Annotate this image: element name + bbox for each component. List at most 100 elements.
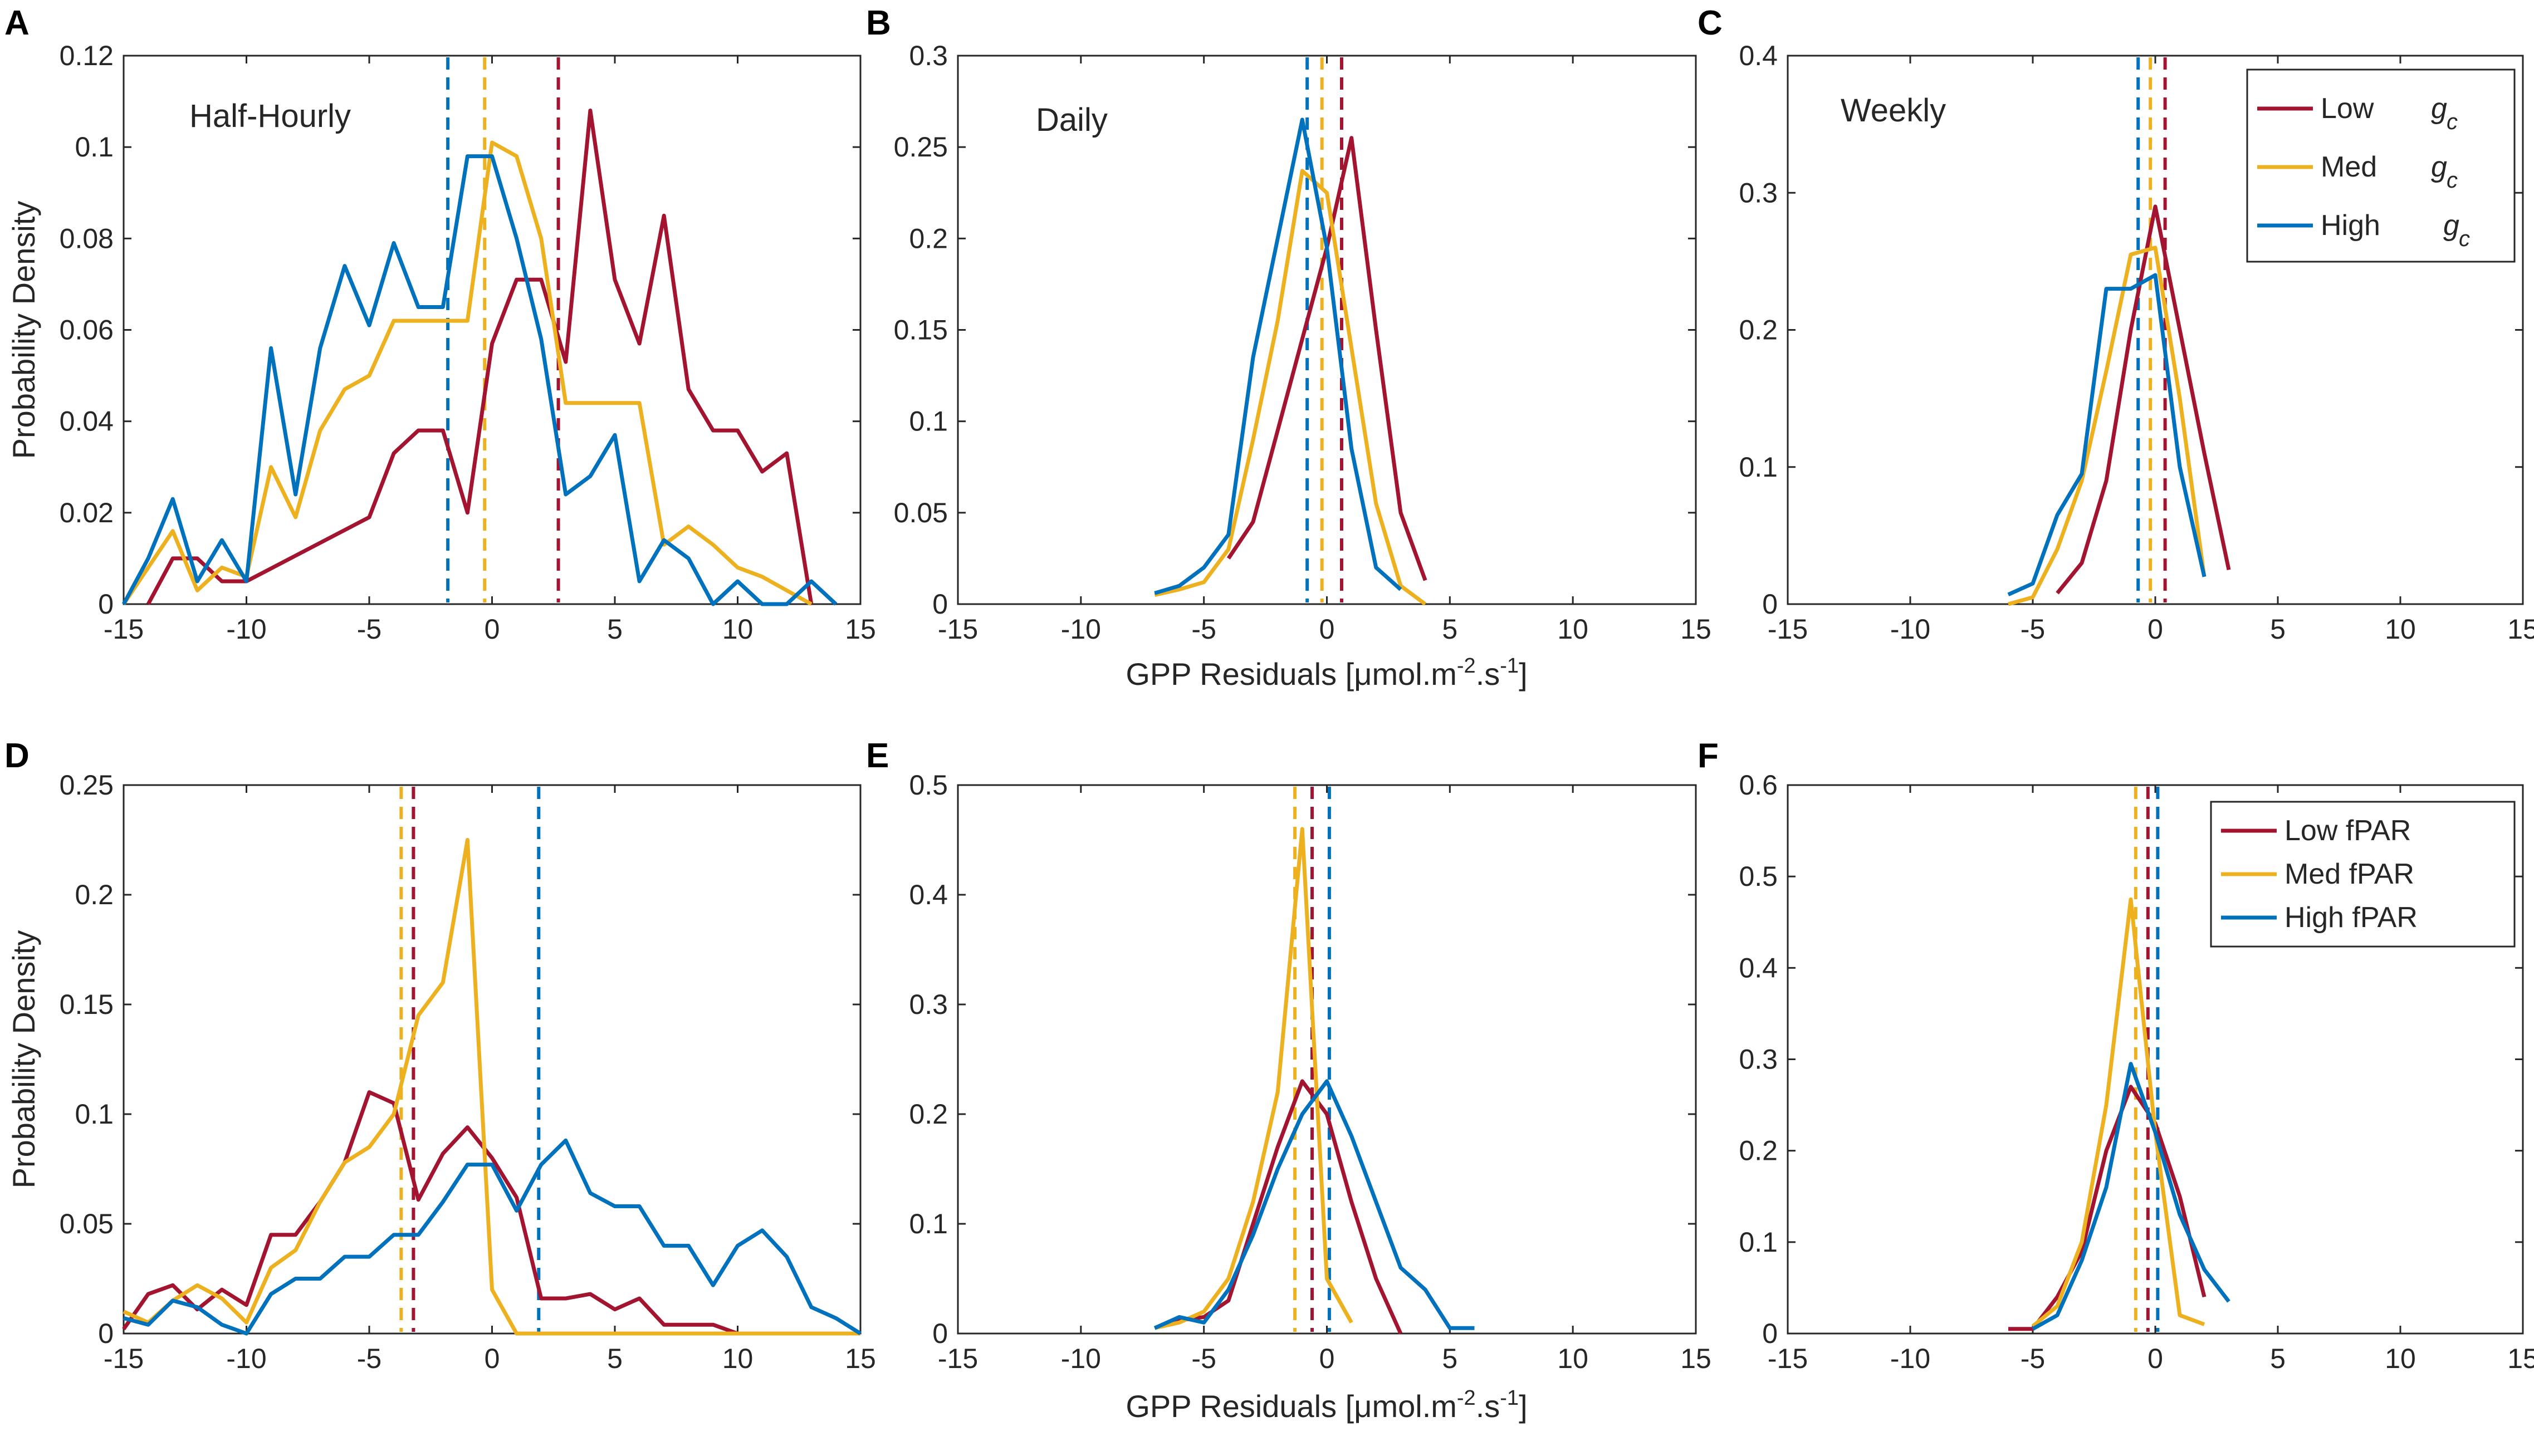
x-tick-label: -15: [104, 614, 144, 645]
legend-label: High fPAR: [2284, 901, 2418, 934]
y-tick-label: 0.15: [60, 989, 114, 1020]
y-tick-label: 0.12: [60, 40, 114, 71]
x-tick-label: 10: [1557, 1343, 1588, 1374]
series-line-high: [1154, 117, 1402, 595]
y-tick-label: 0.1: [1739, 1227, 1778, 1258]
y-axis-label: Probability Density: [6, 201, 41, 459]
x-axis-label-part: ]: [1519, 656, 1528, 692]
x-tick-label: 0: [485, 614, 500, 645]
y-tick-label: 0: [932, 1318, 948, 1349]
y-tick-label: 0.05: [60, 1208, 114, 1239]
y-tick-label: 0.3: [909, 40, 948, 71]
x-axis-label-part: GPP Residuals [μmol.m: [1126, 1389, 1457, 1424]
x-tick-label: -10: [1061, 614, 1101, 645]
y-tick-label: 0.4: [1739, 952, 1778, 983]
x-tick-label: -10: [226, 1343, 266, 1374]
x-tick-label: 5: [1442, 1343, 1457, 1374]
y-tick-label: 0.1: [75, 131, 114, 163]
legend-symbol: g: [2431, 92, 2447, 125]
y-axis-label: Probability Density: [6, 930, 41, 1189]
series-line-low: [1154, 1079, 1403, 1335]
x-tick-label: 0: [2147, 614, 2163, 645]
x-tick-label: 10: [722, 614, 754, 645]
y-tick-label: 0.05: [894, 497, 948, 528]
y-tick-label: 0.2: [909, 1099, 948, 1130]
x-axis-label-part: .s: [1476, 1389, 1500, 1424]
x-tick-label: 10: [2385, 614, 2416, 645]
x-tick-label: -10: [1890, 614, 1930, 645]
y-tick-label: 0.08: [60, 223, 114, 254]
panel-d: -15 -10 -5 0 5 10 15 0 0.05 0.1 0.15 0.2 0.25 D Probab…: [4, 737, 876, 1374]
x-tick-label: 10: [722, 1343, 754, 1374]
legend-symbol: g: [2443, 209, 2459, 242]
x-tick-label: -5: [1191, 1343, 1216, 1374]
series-line-med: [123, 838, 860, 1336]
x-tick-label: 15: [1680, 1343, 1711, 1374]
y-tick-label: 0.4: [1739, 40, 1778, 71]
y-tick-label: 0.25: [60, 769, 114, 801]
y-tick-label: 0.3: [1739, 177, 1778, 208]
panel-f: -15 -10 -5 0 5 10 15 0 0.1 0.2 0.3 0.4 0.5 0.6 F Low fP…: [1698, 737, 2534, 1374]
series-line-med: [2008, 246, 2207, 606]
x-tick-label: 0: [1319, 614, 1335, 645]
x-tick-label: 15: [2507, 614, 2534, 645]
legend-symbol-sub: c: [2447, 168, 2458, 193]
panel-letter: C: [1698, 4, 1723, 42]
x-tick-label: -15: [938, 1343, 978, 1374]
y-tick-label: 0.5: [1739, 861, 1778, 892]
x-tick-label: 15: [2507, 1343, 2534, 1374]
y-tick-label: 0.2: [75, 879, 114, 910]
series-line-low: [2056, 204, 2231, 595]
x-tick-label: -15: [1768, 1343, 1808, 1374]
y-tick-label: 0.02: [60, 497, 114, 528]
x-tick-label: -10: [1061, 1343, 1101, 1374]
x-tick-label: -5: [2021, 1343, 2045, 1374]
x-axis-label-part: ]: [1519, 1389, 1528, 1424]
x-axis-label-part: GPP Residuals [μmol.m: [1126, 656, 1457, 692]
panel-letter: B: [866, 4, 891, 42]
x-axis-label: GPP Residuals [μmol.m-2.s-1]: [1126, 654, 1527, 692]
series-line-high: [121, 154, 838, 606]
panel-letter: D: [4, 737, 30, 775]
y-tick-label: 0.06: [60, 315, 114, 346]
y-tick-label: 0.6: [1739, 769, 1778, 801]
x-tick-label: 10: [1557, 614, 1588, 645]
x-tick-label: 5: [2270, 614, 2286, 645]
legend-symbol-sub: c: [2459, 227, 2470, 251]
panel-letter: E: [866, 737, 889, 775]
x-tick-label: -15: [1768, 614, 1808, 645]
panel-title: Weekly: [1841, 92, 1946, 129]
panel-letter: F: [1698, 737, 1719, 775]
x-tick-label: 0: [2147, 1343, 2163, 1374]
x-tick-label: 10: [2385, 1343, 2416, 1374]
legend-label: Low fPAR: [2284, 815, 2411, 847]
y-tick-label: 0.3: [1739, 1044, 1778, 1075]
x-tick-label: -10: [226, 614, 266, 645]
y-tick-label: 0: [98, 589, 114, 620]
x-tick-label: 5: [607, 614, 623, 645]
legend-label: High: [2321, 209, 2380, 242]
panel-title: Daily: [1036, 102, 1108, 138]
y-tick-label: 0: [1762, 589, 1778, 620]
series-line-high: [1153, 1079, 1475, 1330]
x-axis-label-superscript: -1: [1500, 654, 1519, 678]
y-tick-label: 0.2: [1739, 1135, 1778, 1166]
series-line-high: [123, 1138, 862, 1336]
y-tick-label: 0: [98, 1318, 114, 1349]
panel-title: Half-Hourly: [189, 98, 351, 134]
y-tick-label: 0.1: [75, 1099, 114, 1130]
series-line-low: [146, 109, 814, 605]
y-tick-label: 0.04: [60, 406, 114, 437]
panel-b: -15 -10 -5 0 5 10 15 0 0.05 0.1 0.15 0.2 0.25 0.3 Dail…: [866, 4, 1711, 645]
x-tick-label: -15: [104, 1343, 144, 1374]
legend-label: Med: [2321, 151, 2377, 183]
legend-label: Low: [2321, 92, 2374, 125]
x-tick-label: -15: [938, 614, 978, 645]
x-tick-label: 5: [2270, 1343, 2286, 1374]
x-tick-label: -5: [357, 614, 381, 645]
y-tick-label: 0.5: [909, 769, 948, 801]
y-tick-label: 0.1: [909, 1208, 948, 1239]
x-axis-label-part: .s: [1476, 656, 1500, 692]
